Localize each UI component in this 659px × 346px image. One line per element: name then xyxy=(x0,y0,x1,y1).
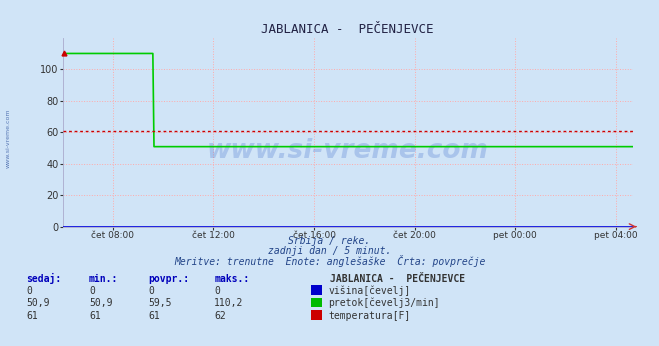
Text: 50,9: 50,9 xyxy=(26,298,50,308)
Text: 0: 0 xyxy=(89,286,95,296)
Text: min.:: min.: xyxy=(89,274,119,284)
Text: 110,2: 110,2 xyxy=(214,298,244,308)
Text: 61: 61 xyxy=(148,311,160,321)
Text: 50,9: 50,9 xyxy=(89,298,113,308)
Text: povpr.:: povpr.: xyxy=(148,274,189,284)
Text: 0: 0 xyxy=(148,286,154,296)
Text: www.si-vreme.com: www.si-vreme.com xyxy=(207,138,488,164)
Text: maks.:: maks.: xyxy=(214,274,249,284)
Text: JABLANICA -  PEČENJEVCE: JABLANICA - PEČENJEVCE xyxy=(330,274,465,284)
Text: višina[čevelj]: višina[čevelj] xyxy=(328,285,411,296)
Text: www.si-vreme.com: www.si-vreme.com xyxy=(5,109,11,168)
Text: 61: 61 xyxy=(26,311,38,321)
Text: zadnji dan / 5 minut.: zadnji dan / 5 minut. xyxy=(268,246,391,256)
Title: JABLANICA -  PEČENJEVCE: JABLANICA - PEČENJEVCE xyxy=(262,22,434,36)
Text: Meritve: trenutne  Enote: anglešaške  Črta: povprečje: Meritve: trenutne Enote: anglešaške Črta… xyxy=(174,255,485,267)
Text: 62: 62 xyxy=(214,311,226,321)
Text: sedaj:: sedaj: xyxy=(26,273,61,284)
Text: temperatura[F]: temperatura[F] xyxy=(328,311,411,321)
Text: 59,5: 59,5 xyxy=(148,298,172,308)
Text: Srbija / reke.: Srbija / reke. xyxy=(289,236,370,246)
Text: pretok[čevelj3/min]: pretok[čevelj3/min] xyxy=(328,298,440,308)
Text: 0: 0 xyxy=(26,286,32,296)
Text: 0: 0 xyxy=(214,286,220,296)
Text: 61: 61 xyxy=(89,311,101,321)
